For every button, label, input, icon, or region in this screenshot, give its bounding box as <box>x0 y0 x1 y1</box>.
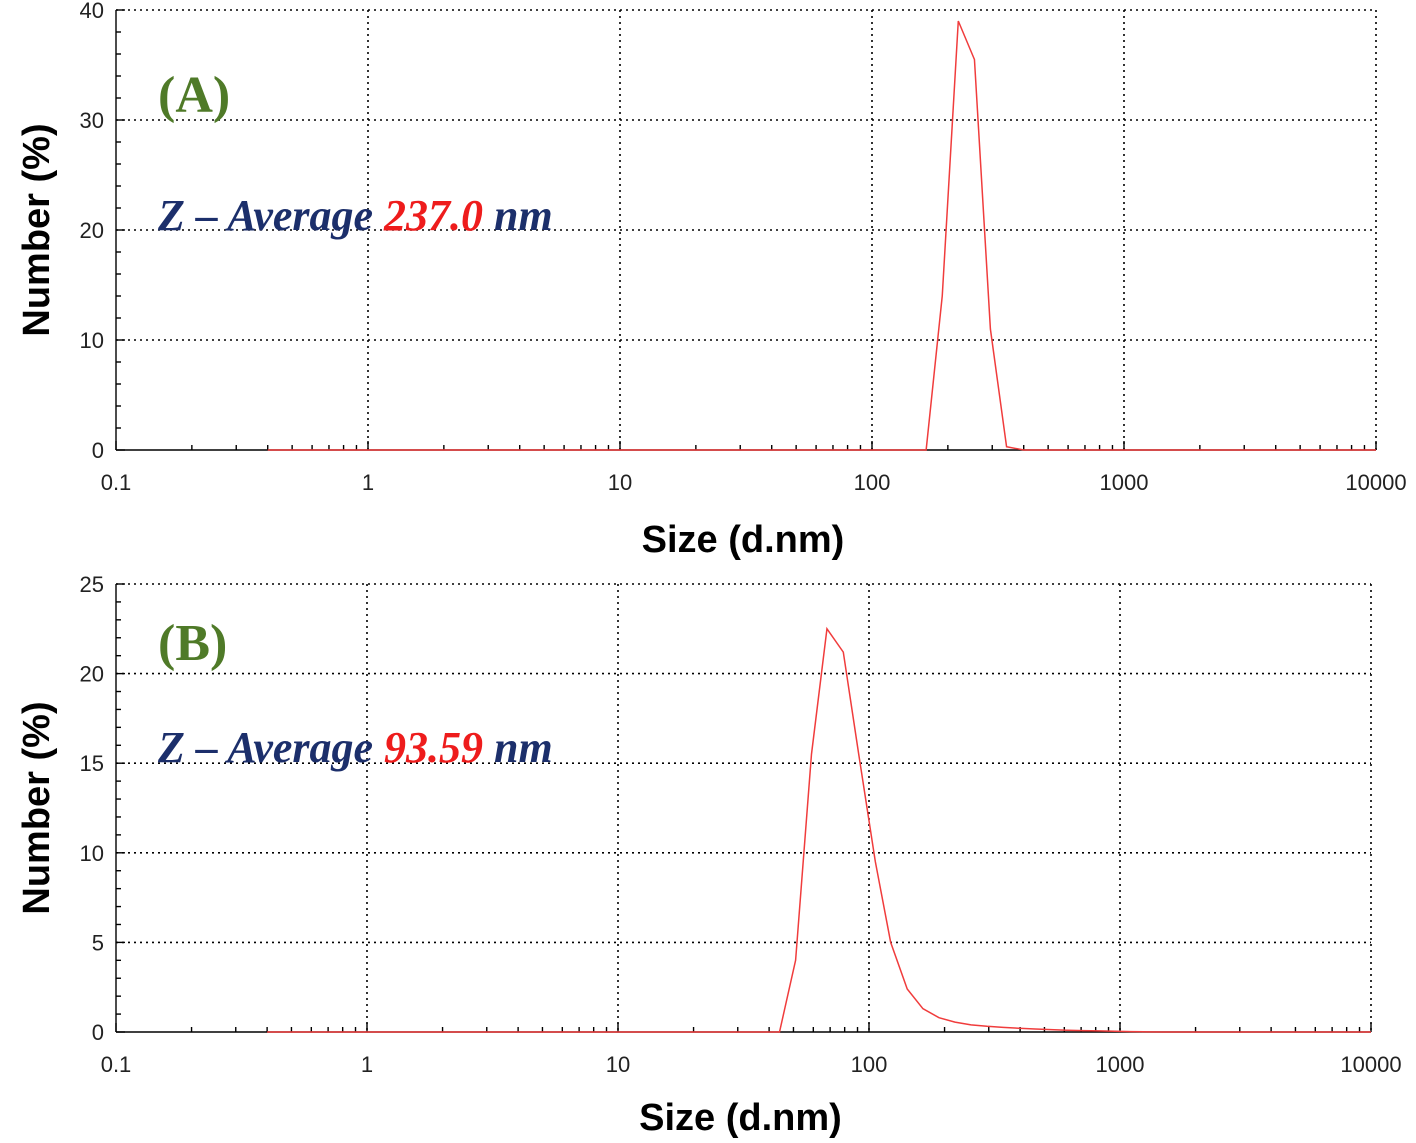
x-tick-label: 10000 <box>1340 1052 1401 1077</box>
size-distribution-line <box>267 626 1371 1033</box>
y-tick-label: 30 <box>80 108 104 133</box>
z-average-prefix: Z – Average <box>157 723 384 772</box>
panel-label: (B) <box>158 615 227 672</box>
z-average-annotation: Z – Average 93.59 nm <box>157 723 553 772</box>
x-tick-label: 10 <box>606 1052 630 1077</box>
x-tick-label: 10 <box>608 470 632 495</box>
y-tick-label: 20 <box>80 218 104 243</box>
x-tick-label: 0.1 <box>101 470 132 495</box>
z-average-prefix: Z – Average <box>157 191 384 240</box>
x-axis-title: Size (d.nm) <box>639 1097 842 1139</box>
x-tick-label: 100 <box>851 1052 888 1077</box>
y-axis-title: Number (%) <box>16 701 58 914</box>
x-tick-label: 10000 <box>1345 470 1406 495</box>
y-tick-label: 10 <box>80 328 104 353</box>
x-tick-label: 1 <box>361 1052 373 1077</box>
z-average-value: 93.59 <box>384 723 483 772</box>
y-tick-label: 25 <box>80 572 104 597</box>
x-tick-label: 100 <box>854 470 891 495</box>
z-average-value: 237.0 <box>383 191 483 240</box>
y-tick-label: 15 <box>80 751 104 776</box>
y-tick-label: 10 <box>80 841 104 866</box>
z-average-unit: nm <box>483 191 553 240</box>
x-tick-label: 1 <box>362 470 374 495</box>
x-axis-title: Size (d.nm) <box>642 519 845 561</box>
y-tick-label: 20 <box>80 662 104 687</box>
y-tick-label: 5 <box>92 930 104 955</box>
y-tick-label: 0 <box>92 1020 104 1045</box>
panel-a: 0.1 1 10 100 1000 10000 0 10 20 30 40 Size (d.nm) Nu… <box>16 0 1407 561</box>
y-tick-label: 40 <box>80 0 104 23</box>
z-average-annotation: Z – Average 237.0 nm <box>157 191 553 240</box>
panel-label: (A) <box>158 67 230 124</box>
x-tick-label: 1000 <box>1096 1052 1145 1077</box>
x-tick-label: 1000 <box>1100 470 1149 495</box>
x-tick-label: 0.1 <box>101 1052 132 1077</box>
panel-b: 0.1 1 10 100 1000 10000 0 5 10 15 20 25 Size (d.nm) N… <box>16 572 1402 1139</box>
y-tick-label: 0 <box>92 438 104 463</box>
y-axis-title: Number (%) <box>16 123 58 336</box>
z-average-unit: nm <box>483 723 553 772</box>
size-distribution-line <box>267 20 1376 451</box>
